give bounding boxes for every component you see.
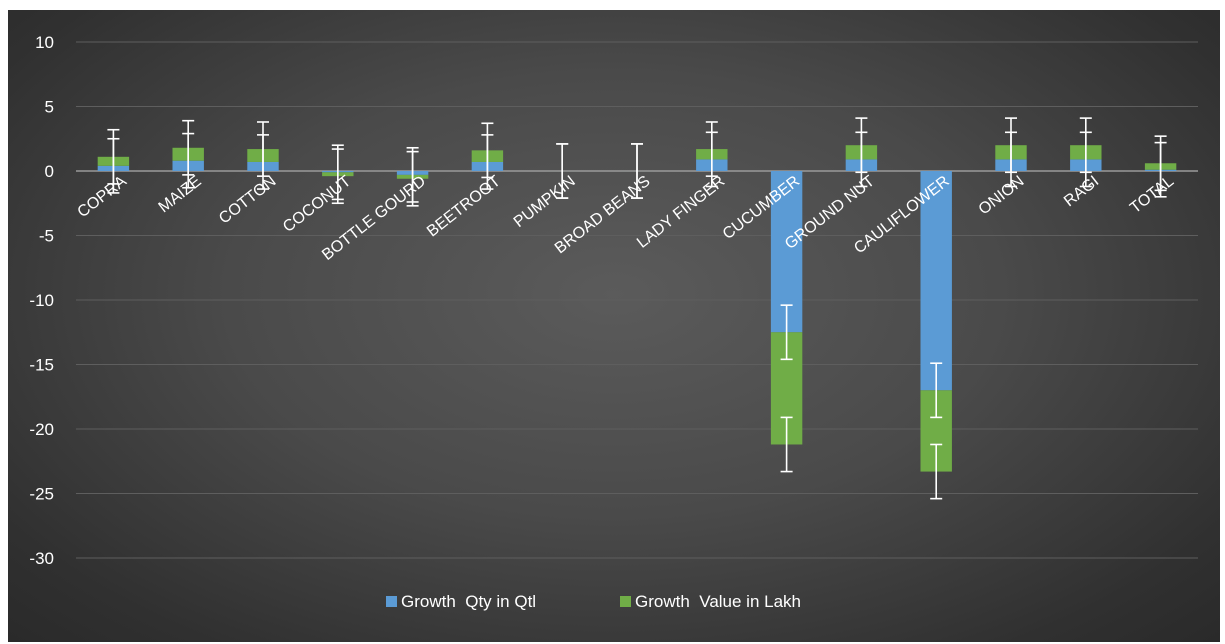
y-tick-label: -5 (39, 227, 54, 246)
chart-area: 10 5 0 -5 -10 -15 -20 -25 -30 COPRA MAIZE COTTON CO… (8, 10, 1220, 642)
y-tick-label: -30 (29, 549, 54, 568)
legend-label: Growth Qty in Qtl (401, 592, 536, 611)
x-tick-label: PUMPKIN (511, 173, 579, 231)
legend-swatch (386, 596, 397, 607)
x-tick-label: BEETROOT (424, 173, 504, 241)
x-tick-label: COCONUT (280, 173, 354, 236)
y-tick-label: -25 (29, 485, 54, 504)
x-tick-label: TOTAL (1127, 173, 1177, 217)
legend-swatch (620, 596, 631, 607)
bar-chart: 10 5 0 -5 -10 -15 -20 -25 -30 COPRA MAIZE COTTON CO… (29, 33, 1198, 611)
y-tick-label: 10 (35, 33, 54, 52)
y-tick-label: -15 (29, 356, 54, 375)
bar-qty (920, 171, 952, 391)
x-tick-label: ONION (976, 173, 1028, 219)
y-tick-label: 5 (45, 98, 54, 117)
y-tick-label: -10 (29, 291, 54, 310)
legend-label: Growth Value in Lakh (635, 592, 801, 611)
y-axis-ticks: 10 5 0 -5 -10 -15 -20 -25 -30 (29, 33, 54, 568)
x-tick-label: COTTON (216, 173, 279, 228)
y-tick-label: 0 (45, 162, 54, 181)
error-bars (107, 117, 1167, 500)
gridlines (76, 41, 1198, 559)
x-tick-label: RAGI (1061, 173, 1102, 210)
x-tick-label: COPRA (75, 173, 131, 222)
x-tick-label: MAIZE (156, 173, 205, 216)
y-tick-label: -20 (29, 420, 54, 439)
legend: Growth Qty in Qtl Growth Value in Lakh (386, 592, 801, 611)
